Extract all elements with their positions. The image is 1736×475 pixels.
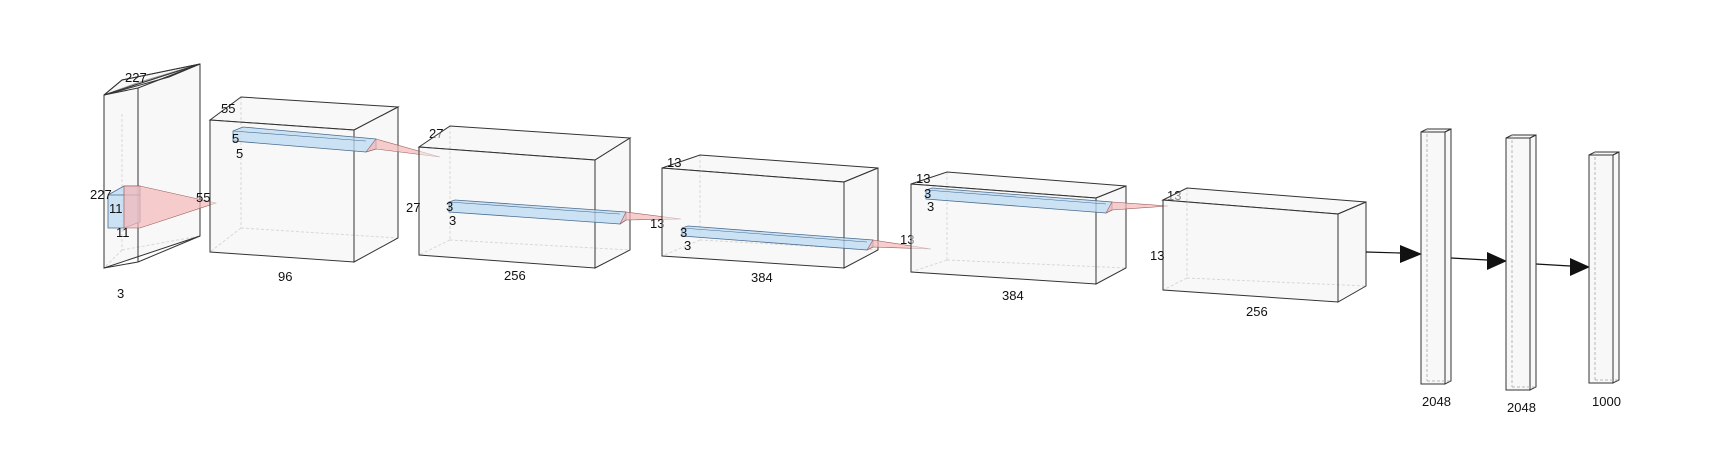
conv1-out-label: 55 (196, 190, 210, 205)
conv3-kernel-h-label: 3 (449, 213, 456, 228)
conv1-kernel-w-label: 11 (109, 201, 123, 216)
conv2-output-size-label: 27 (406, 200, 420, 215)
arrow-to-fc7 (1450, 252, 1507, 270)
conv5-output-height-label: 13 (1150, 248, 1164, 263)
conv1-output-block (208, 96, 400, 263)
conv3-output-channels-label: 384 (751, 270, 773, 285)
conv2-output-channels-label: 256 (504, 268, 526, 283)
conv5-kernel-h-label: 3 (927, 199, 934, 214)
conv4-kernel-h-label: 3 (684, 238, 691, 253)
conv2-kernel-h-label: 5 (236, 146, 243, 161)
fc7-block (1505, 134, 1537, 391)
conv2-output-block (417, 125, 632, 269)
fc8-block (1588, 151, 1620, 384)
conv1-output-size-label: 55 (221, 101, 235, 116)
conv4-output-channels-label: 384 (1002, 288, 1024, 303)
conv3-output-block (661, 154, 879, 269)
conv1-output-channels-label: 96 (278, 269, 292, 284)
conv4-output-size-label: 13 (916, 171, 930, 186)
conv5-output-block (1161, 187, 1367, 303)
conv1-projection (123, 185, 218, 229)
input-block (103, 63, 201, 269)
fc7-units-label: 2048 (1507, 400, 1536, 415)
conv2-kernel-w-label: 5 (232, 131, 239, 146)
conv4-kernel-w-label: 3 (680, 225, 687, 240)
fc6-units-label: 2048 (1422, 394, 1451, 409)
arrow-to-fc8 (1535, 258, 1590, 276)
input-height-label: 227 (90, 187, 112, 202)
conv5-kernel-w-label: 3 (924, 186, 931, 201)
conv1-kernel-h-label: 11 (116, 225, 130, 240)
input-depth-label: 227 (125, 70, 147, 85)
input-channels-label: 3 (117, 286, 124, 301)
fc6-block (1420, 128, 1452, 385)
conv3-output-size-label: 13 (667, 155, 681, 170)
conv3-out-label: 13 (650, 216, 664, 231)
fc8-units-label: 1000 (1592, 394, 1621, 409)
conv3-kernel-w-label: 3 (446, 199, 453, 214)
arrow-to-fc6 (1365, 245, 1422, 263)
conv5-projection (1105, 201, 1169, 214)
conv5-output-channels-label: 256 (1246, 304, 1268, 319)
